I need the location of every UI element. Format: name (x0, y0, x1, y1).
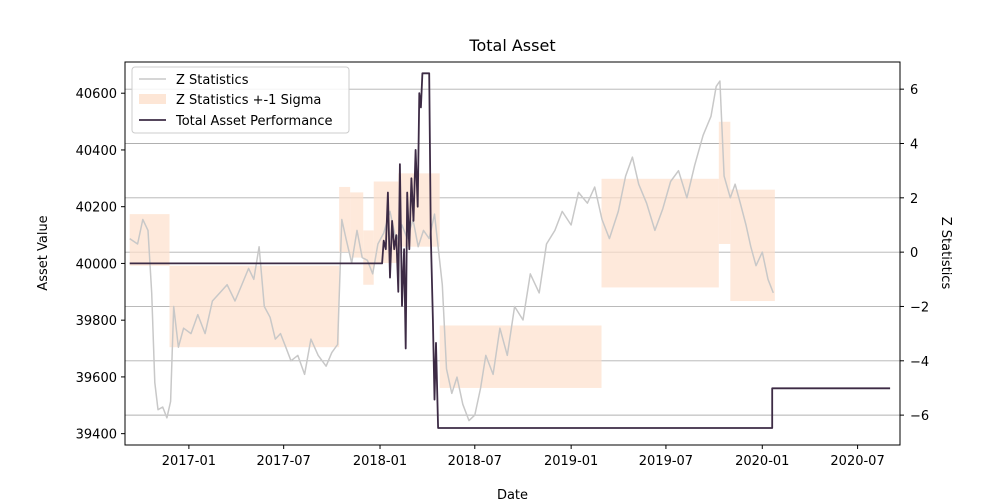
total-asset-line (129, 72, 891, 429)
y-right-tick-label: −4 (910, 355, 929, 370)
sigma-band-segment (350, 192, 364, 258)
y-right-tick-label: 6 (910, 83, 918, 98)
legend-swatch-sigma (139, 94, 166, 104)
legend-box (131, 66, 350, 134)
y-left-tick-label: 40600 (76, 87, 117, 102)
sigma-band-segment (601, 178, 719, 288)
x-axis-label: Date (497, 488, 528, 500)
plot-frame (124, 61, 901, 446)
y-left-tick-label: 40000 (76, 257, 117, 272)
legend-label-z: Z Statistics (176, 73, 249, 88)
x-tick-label: 2020-07 (830, 454, 884, 469)
y-right-tick-label: −2 (910, 300, 929, 315)
x-tick-label: 2018-07 (448, 454, 502, 469)
sigma-band-segment (339, 186, 351, 253)
y-right-tick-label: −6 (910, 409, 929, 424)
y-left-tick-label: 40400 (76, 144, 117, 159)
y-left-tick-label: 39600 (76, 371, 117, 386)
z-statistics-line (129, 80, 774, 422)
sigma-band-segment (718, 121, 731, 244)
x-tick-label: 2019-01 (544, 454, 598, 469)
x-tick-label: 2019-07 (639, 454, 693, 469)
sigma-band-segment (363, 230, 374, 285)
sigma-band-segment (730, 189, 775, 302)
legend-label-sigma: Z Statistics +-1 Sigma (176, 93, 321, 108)
y-right-axis-label: Z Statistics (938, 217, 953, 290)
x-tick-label: 2020-01 (735, 454, 789, 469)
sigma-band-segment (439, 325, 602, 388)
x-tick-label: 2017-07 (257, 454, 311, 469)
sigma-band-segment (398, 173, 440, 247)
y-right-tick-label: 4 (910, 137, 918, 152)
legend: Z Statistics Z Statistics +-1 Sigma Total … (131, 66, 350, 134)
legend-label-asset: Total Asset Performance (175, 114, 333, 129)
y-left-axis-label: Asset Value (36, 215, 51, 290)
chart-title: Total Asset (468, 36, 555, 55)
y-right-tick-label: 0 (910, 246, 918, 261)
y-left-tick-label: 39800 (76, 314, 117, 329)
y-right-tick-label: 2 (910, 192, 918, 207)
x-tick-label: 2018-01 (353, 454, 407, 469)
x-tick-label: 2017-01 (162, 454, 216, 469)
y-left-tick-label: 39400 (76, 428, 117, 443)
y-left-tick-label: 40200 (76, 201, 117, 216)
